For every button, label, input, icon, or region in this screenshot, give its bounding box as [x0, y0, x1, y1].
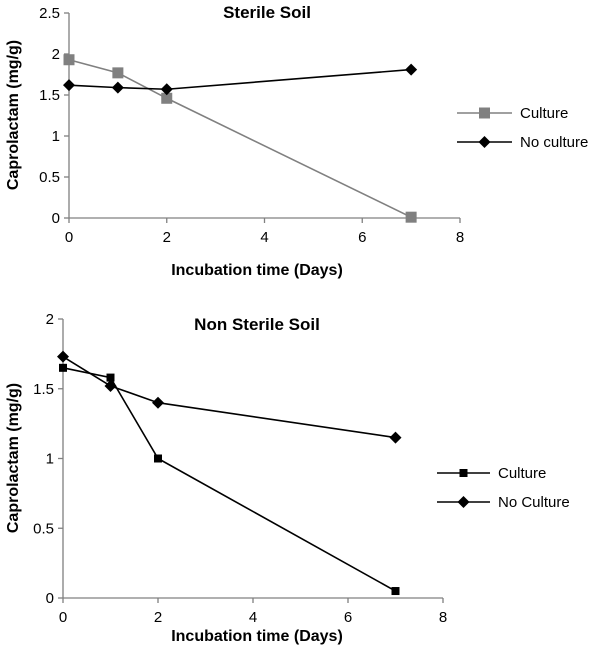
chart-title: Sterile Soil: [223, 3, 311, 22]
data-point: [63, 79, 75, 92]
legend-marker: [479, 107, 490, 119]
y-tick-label: 1.5: [33, 381, 54, 398]
data-point: [63, 54, 75, 66]
data-point: [405, 211, 417, 223]
series-line-no-culture: [68, 68, 412, 91]
y-axis-title: Caprolactam (mg/g): [5, 383, 22, 533]
x-tick-label: 4: [249, 609, 257, 626]
series-line-no-culture: [62, 355, 396, 439]
legend-label: Culture: [498, 465, 546, 482]
data-point: [154, 454, 162, 463]
data-point: [152, 396, 164, 409]
y-tick-label: 2: [52, 46, 60, 63]
y-tick-label: 0: [52, 210, 60, 227]
x-tick-label: 6: [344, 609, 352, 626]
data-point: [111, 81, 124, 94]
y-tick-label: 2: [46, 311, 54, 328]
chart-1: 0 0.5 1 1.5 2 2.5 0 2 4 6 8 Sterile Soil Incubation …: [5, 3, 588, 279]
data-point: [57, 350, 69, 363]
y-tick-label: 0.5: [33, 520, 54, 537]
data-point: [112, 67, 124, 79]
legend-marker: [459, 469, 468, 477]
y-tick-label: 1: [46, 451, 54, 468]
y-tick-label: 2.5: [39, 5, 60, 22]
y-axis-title: Caprolactam (mg/g): [5, 40, 22, 190]
data-point: [106, 373, 115, 382]
series-line-culture: [68, 58, 412, 218]
series-line-culture: [62, 367, 396, 592]
legend-marker: [478, 136, 491, 148]
data-point: [389, 431, 402, 444]
x-tick-label: 0: [65, 229, 73, 246]
x-tick-label: 0: [59, 609, 67, 626]
x-axis-title: Incubation time (Days): [171, 628, 343, 645]
y-tick-label: 1.5: [39, 87, 60, 104]
x-tick-label: 8: [439, 609, 447, 626]
legend-label: No Culture: [498, 494, 570, 511]
y-tick-label: 0: [46, 590, 54, 607]
x-tick-label: 6: [358, 229, 366, 246]
data-point: [160, 83, 173, 96]
x-axis-title: Incubation time (Days): [171, 262, 343, 279]
data-point: [59, 363, 67, 372]
legend-label: No culture: [520, 134, 588, 151]
data-point: [391, 587, 400, 596]
chart-2: 0 0.5 1 1.5 2 0 2 4 6 8 Non Sterile Soil Incubation…: [5, 311, 570, 645]
chart-title: Non Sterile Soil: [194, 315, 320, 334]
legend-marker: [457, 496, 470, 508]
legend-label: Culture: [520, 105, 568, 122]
data-point: [405, 63, 418, 76]
x-tick-label: 2: [163, 229, 171, 246]
x-tick-label: 8: [456, 229, 464, 246]
data-point: [104, 379, 117, 392]
x-tick-label: 2: [154, 609, 162, 626]
y-tick-label: 1: [52, 128, 60, 145]
y-tick-label: 0.5: [39, 169, 60, 186]
data-point: [161, 92, 173, 104]
x-tick-label: 4: [260, 229, 268, 246]
